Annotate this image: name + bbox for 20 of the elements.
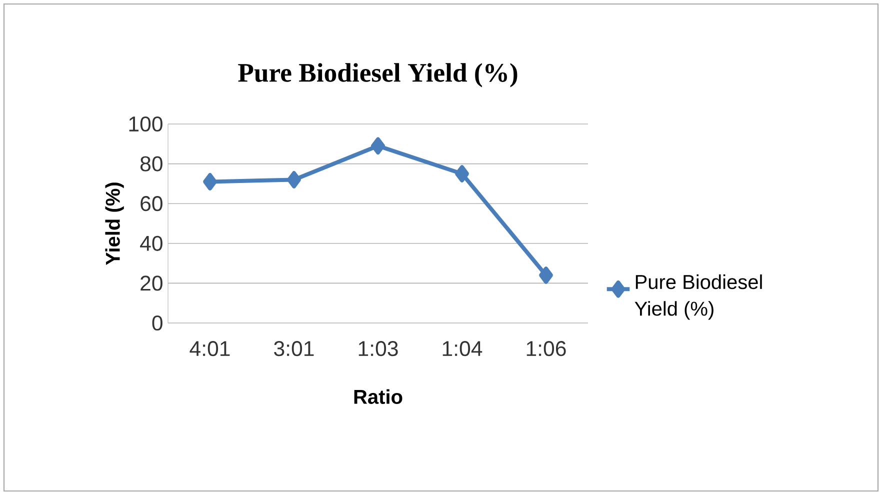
y-tick-label: 60 [140, 196, 162, 212]
point [371, 137, 385, 155]
y-tick-label: 100 [129, 116, 162, 132]
chart-title: Pure Biodiesel Yield (%) [238, 63, 518, 88]
y-tick-label: 20 [140, 276, 162, 291]
legend-label: Pure Biodiesel Yield (%) [634, 274, 762, 320]
y-tick-label: 40 [140, 236, 162, 251]
point [203, 173, 218, 190]
x-tick-label: 1:06 [526, 341, 566, 356]
x-tick-label: 4:01 [190, 341, 230, 356]
y-tick-label: 80 [140, 156, 162, 172]
x-tick-label: 1:03 [358, 341, 398, 356]
x-axis-title: Ratio [354, 389, 402, 404]
point [455, 165, 469, 182]
y-axis-title: Yield (%) [105, 182, 124, 266]
x-tick-label: 3:01 [274, 341, 314, 356]
point [287, 171, 302, 188]
y-tick-label: 0 [152, 315, 162, 331]
x-tick-label: 1:04 [442, 341, 482, 356]
point [538, 266, 553, 284]
